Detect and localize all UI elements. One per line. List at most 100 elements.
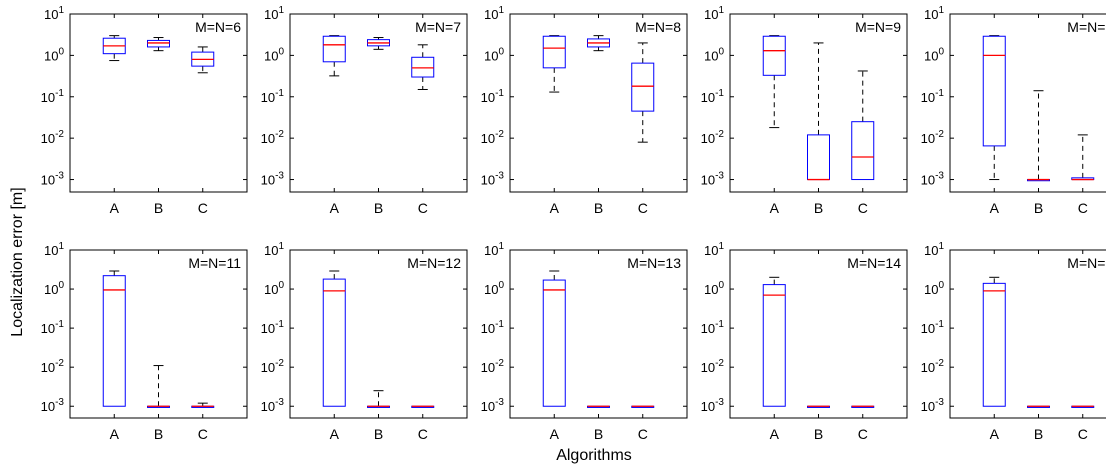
x-tick-label: C	[1078, 426, 1088, 442]
y-tick-label: 101	[924, 241, 944, 258]
box-B	[587, 35, 610, 52]
y-tick-label: 10-1	[261, 319, 285, 336]
y-tick-label: 10-3	[41, 397, 65, 414]
box-A	[542, 270, 566, 407]
x-tick-label: A	[550, 426, 560, 442]
y-tick-label: 101	[704, 241, 724, 258]
box-iqr	[542, 35, 566, 69]
box-iqr	[147, 39, 170, 48]
x-tick-label: C	[638, 200, 648, 216]
box-iqr	[411, 56, 435, 78]
y-tick-label: 101	[44, 241, 64, 258]
y-tick-label: 10-1	[921, 88, 945, 105]
x-tick-label: A	[330, 426, 340, 442]
y-tick-label: 10-3	[41, 171, 65, 188]
box-C	[851, 405, 875, 408]
box-iqr	[982, 35, 1006, 147]
box-A	[762, 276, 786, 407]
x-tick-label: A	[990, 426, 1000, 442]
subplot-2: 10-3 10-2 10-1 100 101 M=N=7 A B C	[261, 5, 468, 216]
y-tick-label: 101	[264, 5, 284, 22]
x-axis-label: Algorithms	[556, 447, 632, 464]
axes-frame	[289, 13, 468, 193]
box-B	[367, 37, 390, 50]
box-iqr	[322, 278, 346, 407]
y-tick-label: 101	[704, 5, 724, 22]
box-C	[1071, 405, 1095, 408]
x-tick-label: A	[110, 200, 120, 216]
y-tick-label: 10-1	[701, 88, 725, 105]
y-tick-label: 100	[264, 46, 284, 63]
y-tick-label: 101	[484, 5, 504, 22]
box-B	[147, 365, 170, 408]
box-C	[1071, 134, 1095, 181]
box-B	[147, 37, 170, 52]
box-B	[807, 405, 830, 408]
y-tick-label: 10-2	[481, 129, 505, 146]
y-tick-label: 10-3	[921, 397, 945, 414]
x-tick-label: B	[154, 200, 163, 216]
subplot-5: 10-3 10-2 10-1 100 101 M=N=10 A B C	[921, 5, 1106, 216]
subplot-title: M=N=7	[415, 19, 461, 35]
box-A	[322, 270, 346, 407]
y-tick-label: 10-2	[481, 358, 505, 375]
box-A	[322, 35, 346, 77]
x-tick-label: B	[154, 426, 163, 442]
axes-frame	[509, 249, 688, 419]
box-iqr	[982, 282, 1006, 407]
y-tick-label: 10-3	[701, 171, 725, 188]
box-A	[982, 276, 1006, 407]
y-tick-label: 10-2	[261, 129, 285, 146]
y-tick-label: 101	[484, 241, 504, 258]
x-tick-label: B	[594, 200, 603, 216]
y-tick-label: 100	[484, 280, 504, 297]
y-tick-label: 10-1	[481, 319, 505, 336]
x-tick-label: A	[770, 200, 780, 216]
subplot-title: M=N=13	[627, 255, 681, 271]
y-axis-label: Localization error [m]	[9, 187, 26, 336]
y-tick-label: 10-3	[701, 397, 725, 414]
box-C	[411, 44, 435, 90]
y-tick-label: 10-2	[921, 358, 945, 375]
y-tick-label: 10-2	[701, 129, 725, 146]
subplot-3: 10-3 10-2 10-1 100 101 M=N=8 A B C	[481, 5, 688, 216]
y-tick-label: 100	[484, 46, 504, 63]
box-iqr	[631, 62, 655, 112]
subplot-title: M=N=10	[1067, 19, 1106, 35]
subplot-title: M=N=11	[188, 255, 241, 271]
y-tick-label: 101	[44, 5, 64, 22]
x-tick-label: A	[770, 426, 780, 442]
y-tick-label: 100	[264, 280, 284, 297]
y-tick-label: 10-1	[701, 319, 725, 336]
box-B	[1027, 405, 1050, 408]
y-tick-label: 10-2	[41, 358, 65, 375]
x-tick-label: A	[990, 200, 1000, 216]
subplot-title: M=N=8	[635, 19, 681, 35]
box-C	[191, 46, 215, 74]
x-tick-label: A	[550, 200, 560, 216]
box-iqr	[762, 35, 786, 76]
x-tick-label: B	[594, 426, 603, 442]
subplot-title: M=N=9	[855, 19, 901, 35]
y-tick-label: 10-3	[261, 397, 285, 414]
x-tick-label: C	[858, 426, 868, 442]
x-tick-label: C	[1078, 200, 1088, 216]
y-tick-label: 10-1	[261, 88, 285, 105]
subplot-8: 10-3 10-2 10-1 100 101 M=N=13 A B C	[481, 241, 688, 442]
y-tick-label: 10-1	[921, 319, 945, 336]
box-A	[762, 35, 786, 129]
y-tick-label: 10-1	[41, 88, 65, 105]
y-tick-label: 101	[924, 5, 944, 22]
box-iqr	[851, 121, 875, 181]
y-tick-label: 10-2	[261, 358, 285, 375]
y-tick-label: 100	[704, 46, 724, 63]
box-A	[542, 35, 566, 93]
y-tick-label: 100	[924, 280, 944, 297]
x-tick-label: B	[1034, 426, 1043, 442]
y-tick-label: 10-2	[701, 358, 725, 375]
box-B	[1027, 90, 1050, 182]
y-tick-label: 10-3	[481, 397, 505, 414]
x-tick-label: C	[418, 426, 428, 442]
box-A	[102, 35, 126, 62]
